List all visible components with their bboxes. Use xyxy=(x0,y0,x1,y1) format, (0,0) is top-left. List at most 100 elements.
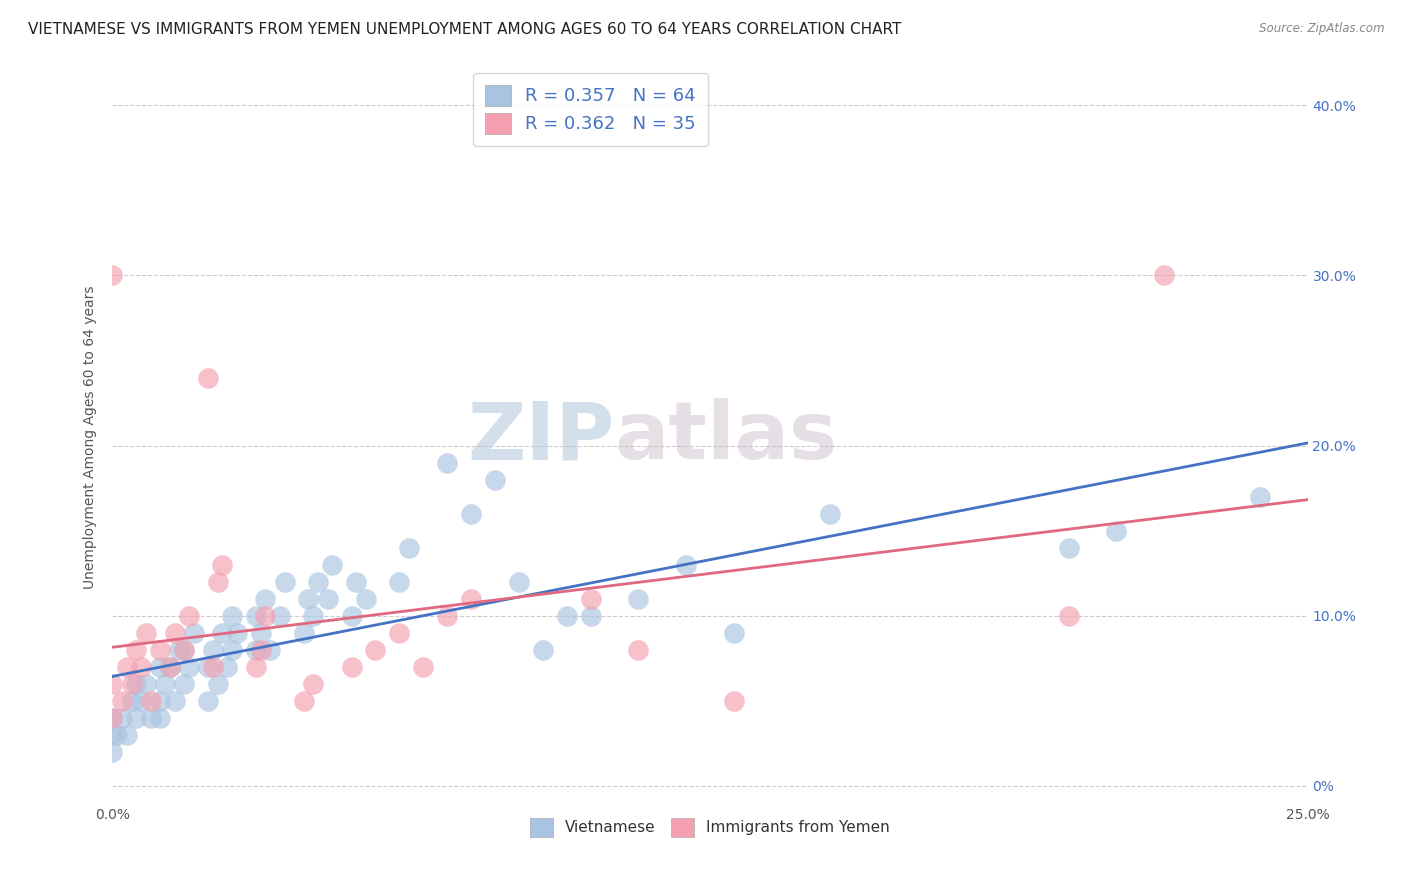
Text: atlas: atlas xyxy=(614,398,838,476)
Point xyxy=(135,677,157,691)
Point xyxy=(302,608,325,623)
Point xyxy=(121,694,143,708)
Text: VIETNAMESE VS IMMIGRANTS FROM YEMEN UNEMPLOYMENT AMONG AGES 60 TO 64 YEARS CORRE: VIETNAMESE VS IMMIGRANTS FROM YEMEN UNEM… xyxy=(28,22,901,37)
Point xyxy=(398,541,420,555)
Point xyxy=(139,711,162,725)
Point xyxy=(460,507,482,521)
Point xyxy=(225,625,247,640)
Point xyxy=(344,574,367,589)
Point xyxy=(354,591,377,606)
Point xyxy=(531,642,554,657)
Point xyxy=(221,642,243,657)
Point xyxy=(1057,541,1080,555)
Point xyxy=(101,677,124,691)
Point xyxy=(173,677,195,691)
Point xyxy=(163,694,186,708)
Point xyxy=(321,558,343,572)
Point xyxy=(412,659,434,673)
Point xyxy=(245,659,267,673)
Point xyxy=(221,608,243,623)
Point xyxy=(207,677,229,691)
Point xyxy=(139,694,162,708)
Point xyxy=(273,574,295,589)
Point xyxy=(340,608,363,623)
Text: ZIP: ZIP xyxy=(467,398,614,476)
Point xyxy=(129,659,152,673)
Point xyxy=(723,625,745,640)
Point xyxy=(1153,268,1175,283)
Point xyxy=(149,711,172,725)
Point xyxy=(173,642,195,657)
Point xyxy=(101,711,124,725)
Point xyxy=(302,677,325,691)
Point xyxy=(627,591,650,606)
Point xyxy=(159,659,181,673)
Point xyxy=(125,711,148,725)
Point xyxy=(818,507,841,521)
Point xyxy=(201,642,224,657)
Point xyxy=(1249,490,1271,504)
Point xyxy=(292,694,315,708)
Point xyxy=(135,625,157,640)
Point xyxy=(460,591,482,606)
Point xyxy=(149,642,172,657)
Point xyxy=(249,625,271,640)
Point xyxy=(292,625,315,640)
Point xyxy=(169,642,191,657)
Point xyxy=(101,745,124,759)
Point xyxy=(484,473,506,487)
Point xyxy=(1105,524,1128,538)
Point xyxy=(149,659,172,673)
Point xyxy=(364,642,387,657)
Point xyxy=(388,625,411,640)
Point xyxy=(249,642,271,657)
Point xyxy=(177,608,200,623)
Point xyxy=(259,642,281,657)
Point xyxy=(269,608,291,623)
Point xyxy=(197,659,219,673)
Point xyxy=(307,574,329,589)
Point xyxy=(436,456,458,470)
Point xyxy=(436,608,458,623)
Point xyxy=(207,574,229,589)
Point xyxy=(340,659,363,673)
Point xyxy=(579,608,602,623)
Point xyxy=(125,677,148,691)
Point xyxy=(254,591,277,606)
Point xyxy=(555,608,578,623)
Point xyxy=(129,694,152,708)
Point xyxy=(1057,608,1080,623)
Y-axis label: Unemployment Among Ages 60 to 64 years: Unemployment Among Ages 60 to 64 years xyxy=(83,285,97,589)
Point xyxy=(101,268,124,283)
Point xyxy=(211,558,233,572)
Point xyxy=(254,608,277,623)
Legend: Vietnamese, Immigrants from Yemen: Vietnamese, Immigrants from Yemen xyxy=(524,812,896,843)
Point xyxy=(183,625,205,640)
Point xyxy=(217,659,239,673)
Point xyxy=(121,677,143,691)
Point xyxy=(105,728,128,742)
Point xyxy=(675,558,697,572)
Point xyxy=(173,642,195,657)
Point xyxy=(388,574,411,589)
Point xyxy=(177,659,200,673)
Point xyxy=(115,728,138,742)
Point xyxy=(101,711,124,725)
Point xyxy=(211,625,233,640)
Point xyxy=(197,694,219,708)
Point xyxy=(508,574,530,589)
Point xyxy=(316,591,339,606)
Point xyxy=(149,694,172,708)
Point xyxy=(245,608,267,623)
Point xyxy=(627,642,650,657)
Point xyxy=(115,659,138,673)
Point xyxy=(101,728,124,742)
Point xyxy=(297,591,319,606)
Point xyxy=(111,711,134,725)
Point xyxy=(245,642,267,657)
Point xyxy=(125,642,148,657)
Text: Source: ZipAtlas.com: Source: ZipAtlas.com xyxy=(1260,22,1385,36)
Point xyxy=(153,677,176,691)
Point xyxy=(723,694,745,708)
Point xyxy=(579,591,602,606)
